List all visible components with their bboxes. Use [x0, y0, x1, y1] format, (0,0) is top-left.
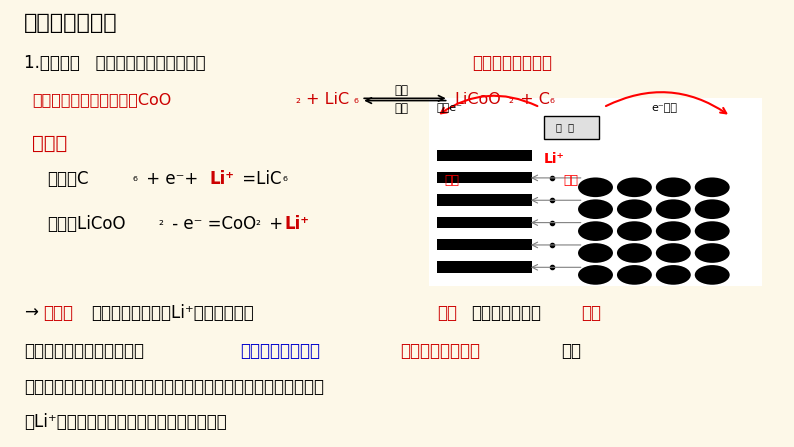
Text: Li⁺: Li⁺ — [544, 152, 565, 166]
Text: 充电时: 充电时 — [44, 304, 74, 322]
Circle shape — [578, 177, 613, 197]
Circle shape — [578, 243, 613, 263]
Circle shape — [578, 265, 613, 285]
Text: + LiC: + LiC — [306, 92, 349, 107]
Text: 到负极材料石墨的微孔中，: 到负极材料石墨的微孔中， — [24, 342, 144, 360]
Text: =LiC: =LiC — [237, 170, 281, 188]
Bar — [437, 172, 532, 183]
Text: 电子的补偿电荷从外电路供给到碳负极，保证两极的电荷平衡，嵌入: 电子的补偿电荷从外电路供给到碳负极，保证两极的电荷平衡，嵌入 — [24, 378, 324, 396]
Text: + C: + C — [515, 92, 549, 107]
Bar — [437, 261, 532, 273]
Text: 脱嵌: 脱嵌 — [564, 174, 579, 187]
Text: ₂: ₂ — [295, 93, 300, 105]
Text: 的Li⁺越多，补偿的电子越多（充电越多）。: 的Li⁺越多，补偿的电子越多（充电越多）。 — [24, 413, 226, 431]
Circle shape — [695, 243, 730, 263]
Circle shape — [617, 221, 652, 241]
Circle shape — [617, 243, 652, 263]
Circle shape — [617, 199, 652, 219]
Text: ₆: ₆ — [549, 93, 554, 105]
Bar — [437, 217, 532, 228]
Text: + e⁻+: + e⁻+ — [141, 170, 204, 188]
Text: →: → — [24, 304, 37, 322]
Text: 锂离子浓差电池。: 锂离子浓差电池。 — [472, 54, 553, 72]
Bar — [437, 194, 532, 206]
Text: 正极处于贫锂态。: 正极处于贫锂态。 — [400, 342, 480, 360]
Text: －  ＋: － ＋ — [556, 122, 574, 132]
Text: 放电: 放电 — [394, 84, 408, 97]
Circle shape — [578, 221, 613, 241]
Text: 脱嵌: 脱嵌 — [437, 304, 457, 322]
Circle shape — [695, 199, 730, 219]
Text: 负极处于富锂态，: 负极处于富锂态， — [240, 342, 320, 360]
Circle shape — [617, 177, 652, 197]
Bar — [429, 98, 762, 286]
Circle shape — [656, 199, 691, 219]
Text: 负极e⁻: 负极e⁻ — [437, 103, 463, 113]
Circle shape — [656, 243, 691, 263]
Text: ，经过电解质，: ，经过电解质， — [472, 304, 542, 322]
Text: ₂: ₂ — [159, 215, 164, 228]
Circle shape — [578, 199, 613, 219]
Text: Li⁺: Li⁺ — [284, 215, 309, 232]
Text: 嵌入: 嵌入 — [445, 174, 460, 187]
Circle shape — [656, 221, 691, 241]
Text: - e⁻ =CoO: - e⁻ =CoO — [167, 215, 256, 232]
Text: ₆: ₆ — [133, 171, 137, 184]
Circle shape — [695, 221, 730, 241]
Text: ，在电场的驱动下Li⁺从正极材料中: ，在电场的驱动下Li⁺从正极材料中 — [91, 304, 254, 322]
Text: 阴极：C: 阴极：C — [48, 170, 89, 188]
Text: e⁻正极: e⁻正极 — [651, 103, 677, 113]
Text: 充电: 充电 — [394, 102, 408, 115]
Text: LiCoO: LiCoO — [454, 92, 501, 107]
Text: 同时: 同时 — [561, 342, 581, 360]
Text: ₂: ₂ — [508, 93, 513, 105]
Text: ₆: ₆ — [353, 93, 358, 105]
Text: 以锂离子电池反应为例：CoO: 以锂离子电池反应为例：CoO — [32, 92, 171, 107]
Text: 1.反应机理   锂离子电池实际上是一种: 1.反应机理 锂离子电池实际上是一种 — [24, 54, 206, 72]
Text: 充电：: 充电： — [32, 134, 67, 153]
Circle shape — [695, 177, 730, 197]
Bar — [544, 116, 599, 139]
Circle shape — [656, 265, 691, 285]
Circle shape — [617, 265, 652, 285]
Circle shape — [695, 265, 730, 285]
Bar — [437, 150, 532, 161]
Text: ₆: ₆ — [283, 171, 287, 184]
Text: +: + — [264, 215, 288, 232]
Text: Li⁺: Li⁺ — [210, 170, 234, 188]
Text: 一、摇椅理论：: 一、摇椅理论： — [24, 13, 118, 34]
Text: 阳极：LiCoO: 阳极：LiCoO — [48, 215, 126, 232]
Bar — [437, 239, 532, 250]
Text: 嵌入: 嵌入 — [581, 304, 601, 322]
Circle shape — [656, 177, 691, 197]
Text: ₂: ₂ — [256, 215, 260, 228]
